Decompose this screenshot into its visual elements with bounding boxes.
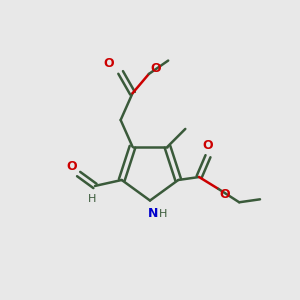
Text: H: H — [88, 194, 96, 204]
Text: O: O — [150, 62, 161, 75]
Text: O: O — [103, 57, 114, 70]
Text: O: O — [66, 160, 76, 173]
Text: H: H — [159, 209, 168, 219]
Text: O: O — [203, 139, 213, 152]
Text: O: O — [220, 188, 230, 201]
Text: N: N — [148, 207, 158, 220]
